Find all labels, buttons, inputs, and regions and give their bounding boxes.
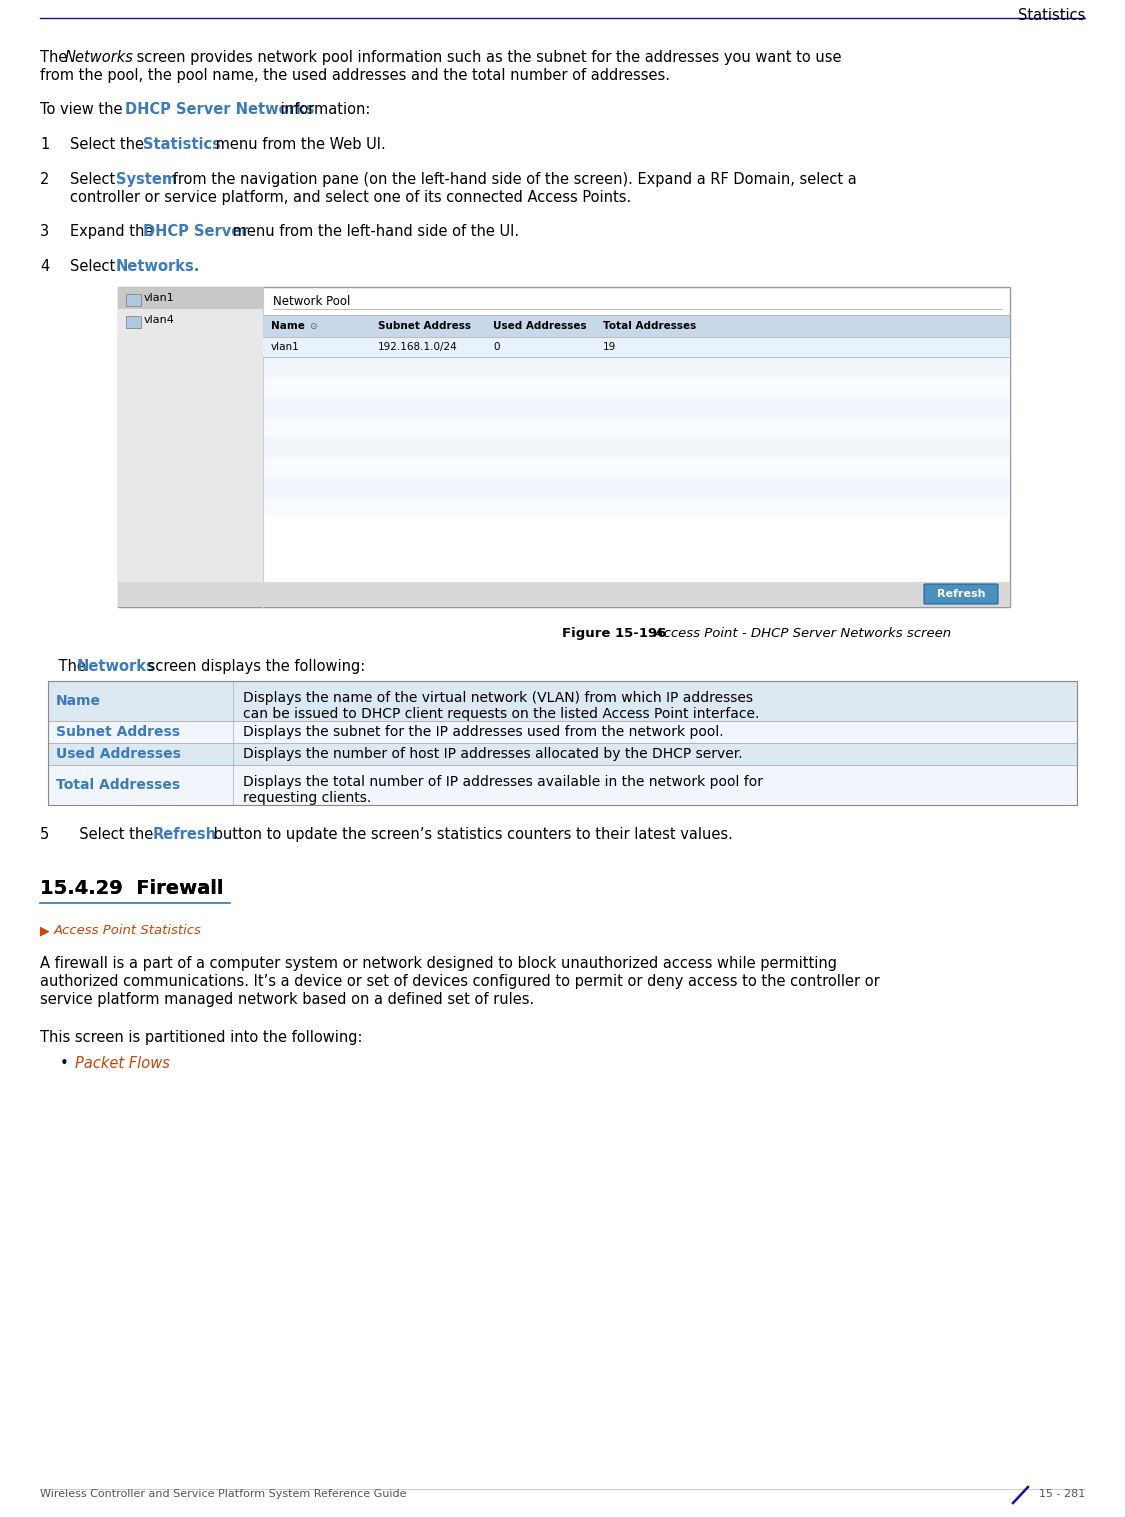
Bar — [263, 476, 1010, 498]
Bar — [263, 417, 1010, 437]
Text: ⊙: ⊙ — [309, 322, 316, 331]
Text: service platform managed network based on a defined set of rules.: service platform managed network based o… — [40, 992, 534, 1007]
Text: Refresh: Refresh — [937, 589, 986, 599]
Text: Networks.: Networks. — [116, 259, 200, 275]
Text: Name: Name — [56, 693, 101, 708]
Text: from the pool, the pool name, the used addresses and the total number of address: from the pool, the pool name, the used a… — [40, 68, 670, 83]
Text: Select the: Select the — [70, 827, 158, 842]
Bar — [263, 337, 1010, 356]
Text: DHCP Server Networks: DHCP Server Networks — [125, 102, 314, 117]
Text: ▶: ▶ — [40, 924, 50, 938]
Bar — [118, 287, 263, 309]
Text: can be issued to DHCP client requests on the listed Access Point interface.: can be issued to DHCP client requests on… — [243, 707, 759, 721]
Text: Packet Flows: Packet Flows — [75, 1056, 170, 1071]
Text: Access Point Statistics: Access Point Statistics — [54, 924, 201, 938]
Text: Figure 15-196: Figure 15-196 — [562, 627, 667, 640]
Text: vlan1: vlan1 — [271, 341, 299, 352]
Text: 15.4.29  Firewall: 15.4.29 Firewall — [40, 878, 224, 898]
Bar — [48, 765, 1077, 806]
Text: 15 - 281: 15 - 281 — [1038, 1490, 1084, 1499]
Text: Expand the: Expand the — [70, 225, 158, 240]
Text: Wireless Controller and Service Platform System Reference Guide: Wireless Controller and Service Platform… — [40, 1490, 406, 1499]
Text: screen provides network pool information such as the subnet for the addresses yo: screen provides network pool information… — [132, 50, 842, 65]
Text: This screen is partitioned into the following:: This screen is partitioned into the foll… — [40, 1030, 362, 1045]
Text: To view the: To view the — [40, 102, 127, 117]
Text: •: • — [60, 1056, 69, 1071]
Text: Displays the name of the virtual network (VLAN) from which IP addresses: Displays the name of the virtual network… — [243, 692, 753, 705]
Text: 5: 5 — [40, 827, 50, 842]
Text: 2: 2 — [40, 171, 50, 187]
Bar — [263, 356, 1010, 378]
Text: authorized communications. It’s a device or set of devices configured to permit : authorized communications. It’s a device… — [40, 974, 880, 989]
Bar — [263, 378, 1010, 397]
Bar — [126, 294, 141, 306]
Text: Name: Name — [271, 322, 305, 331]
Text: 192.168.1.0/24: 192.168.1.0/24 — [378, 341, 458, 352]
Text: Refresh: Refresh — [153, 827, 217, 842]
Bar — [263, 316, 1010, 337]
Text: requesting clients.: requesting clients. — [243, 790, 371, 806]
Bar — [118, 287, 1010, 607]
Text: screen displays the following:: screen displays the following: — [143, 658, 366, 674]
Text: vlan4: vlan4 — [144, 316, 174, 325]
Text: System: System — [116, 171, 177, 187]
Text: Used Addresses: Used Addresses — [56, 746, 181, 762]
Text: 15.4.29  Firewall: 15.4.29 Firewall — [40, 878, 224, 898]
Text: Displays the number of host IP addresses allocated by the DHCP server.: Displays the number of host IP addresses… — [243, 746, 742, 762]
Text: Subnet Address: Subnet Address — [56, 725, 180, 739]
Bar — [126, 316, 141, 328]
Text: vlan1: vlan1 — [144, 293, 174, 303]
Text: 4: 4 — [40, 259, 50, 275]
Text: Network Pool: Network Pool — [273, 294, 350, 308]
Bar — [118, 287, 263, 607]
Text: menu from the Web UI.: menu from the Web UI. — [212, 137, 386, 152]
Text: controller or service platform, and select one of its connected Access Points.: controller or service platform, and sele… — [70, 190, 631, 205]
Bar — [48, 681, 1077, 806]
Text: The: The — [40, 50, 72, 65]
Text: DHCP Server: DHCP Server — [143, 225, 249, 240]
Text: Select: Select — [70, 259, 120, 275]
Text: Used Addresses: Used Addresses — [493, 322, 586, 331]
Bar — [263, 397, 1010, 417]
Text: Networks: Networks — [65, 50, 134, 65]
Text: Networks: Networks — [76, 658, 155, 674]
Text: Displays the total number of IP addresses available in the network pool for: Displays the total number of IP addresse… — [243, 775, 763, 789]
Bar — [48, 743, 1077, 765]
Bar — [48, 721, 1077, 743]
Text: Statistics: Statistics — [143, 137, 220, 152]
Text: Displays the subnet for the IP addresses used from the network pool.: Displays the subnet for the IP addresses… — [243, 725, 723, 739]
Text: 1: 1 — [40, 137, 50, 152]
Text: Select the: Select the — [70, 137, 148, 152]
Text: Subnet Address: Subnet Address — [378, 322, 471, 331]
Text: information:: information: — [276, 102, 370, 117]
Text: Access Point - DHCP Server Networks screen: Access Point - DHCP Server Networks scre… — [647, 627, 952, 640]
Text: 19: 19 — [603, 341, 616, 352]
Text: 0: 0 — [493, 341, 500, 352]
Text: Total Addresses: Total Addresses — [603, 322, 696, 331]
FancyBboxPatch shape — [924, 584, 998, 604]
Bar — [263, 457, 1010, 476]
Bar — [118, 583, 1010, 607]
Text: 3: 3 — [40, 225, 50, 240]
Text: Statistics: Statistics — [1018, 8, 1084, 23]
Text: button to update the screen’s statistics counters to their latest values.: button to update the screen’s statistics… — [209, 827, 732, 842]
Bar — [263, 437, 1010, 457]
Bar — [48, 681, 1077, 721]
Text: The: The — [40, 658, 90, 674]
Text: Select: Select — [70, 171, 120, 187]
Text: menu from the left-hand side of the UI.: menu from the left-hand side of the UI. — [228, 225, 519, 240]
Text: from the navigation pane (on the left-hand side of the screen). Expand a RF Doma: from the navigation pane (on the left-ha… — [168, 171, 857, 187]
Text: A firewall is a part of a computer system or network designed to block unauthori: A firewall is a part of a computer syste… — [40, 956, 837, 971]
Text: Total Addresses: Total Addresses — [56, 778, 180, 792]
Bar — [263, 498, 1010, 517]
